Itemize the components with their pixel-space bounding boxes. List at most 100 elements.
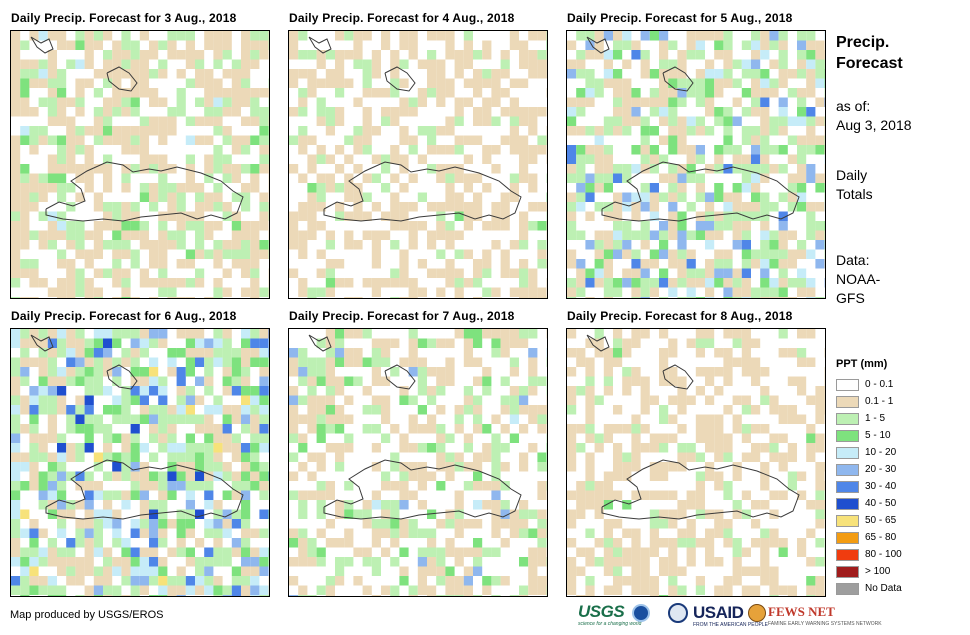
precip-cell bbox=[130, 297, 140, 298]
precip-cell bbox=[204, 576, 214, 586]
precip-cell bbox=[298, 395, 308, 405]
precip-cell bbox=[585, 471, 595, 481]
precip-cell bbox=[454, 585, 464, 595]
totals-line2: Totals bbox=[836, 186, 873, 202]
precip-cell bbox=[222, 462, 232, 472]
precip-cell bbox=[241, 348, 251, 358]
precip-cell bbox=[335, 557, 345, 567]
precip-cell bbox=[399, 59, 409, 69]
precip-cell bbox=[631, 557, 641, 567]
precip-cell bbox=[130, 249, 140, 259]
precip-cell bbox=[57, 69, 67, 79]
precip-cell bbox=[38, 576, 48, 586]
precip-cell bbox=[213, 595, 223, 596]
precip-cell bbox=[741, 40, 751, 50]
precip-cell bbox=[222, 88, 232, 98]
precip-cell bbox=[371, 519, 381, 529]
precip-cell bbox=[760, 278, 770, 288]
precip-cell bbox=[353, 348, 363, 358]
precip-cell bbox=[362, 126, 372, 136]
precip-cell bbox=[585, 595, 595, 596]
precip-cell bbox=[668, 145, 678, 155]
precip-cell bbox=[603, 297, 613, 298]
precip-cell bbox=[316, 107, 326, 117]
precip-cell bbox=[222, 433, 232, 443]
precip-cell bbox=[491, 329, 501, 339]
precip-cell bbox=[509, 414, 519, 424]
precip-cell bbox=[528, 202, 538, 212]
precip-cell bbox=[75, 452, 85, 462]
precip-cell bbox=[631, 367, 641, 377]
precip-map-canvas bbox=[11, 329, 269, 596]
precip-cell bbox=[362, 405, 372, 415]
precip-cell bbox=[103, 585, 113, 595]
precip-cell bbox=[185, 490, 195, 500]
precip-cell bbox=[491, 348, 501, 358]
precip-cell bbox=[567, 433, 577, 443]
precip-cell bbox=[176, 405, 186, 415]
precip-cell bbox=[130, 452, 140, 462]
precip-cell bbox=[29, 433, 39, 443]
coastline-outline bbox=[662, 364, 694, 390]
precip-cell bbox=[112, 528, 122, 538]
precip-cell bbox=[195, 240, 205, 250]
precip-cell bbox=[222, 405, 232, 415]
precip-cell bbox=[316, 145, 326, 155]
precip-cell bbox=[204, 97, 214, 107]
precip-cell bbox=[613, 490, 623, 500]
precip-cell bbox=[316, 490, 326, 500]
precip-cell bbox=[130, 211, 140, 221]
precip-cell bbox=[57, 145, 67, 155]
precip-cell bbox=[585, 405, 595, 415]
precip-cell bbox=[390, 211, 400, 221]
precip-cell bbox=[316, 481, 326, 491]
precip-cell bbox=[649, 202, 659, 212]
precip-cell bbox=[176, 376, 186, 386]
precip-cell bbox=[815, 78, 825, 88]
precip-cell bbox=[298, 500, 308, 510]
precip-cell bbox=[491, 547, 501, 557]
precip-cell bbox=[509, 595, 519, 596]
precip-cell bbox=[353, 50, 363, 60]
precip-cell bbox=[289, 211, 299, 221]
precip-cell bbox=[399, 31, 409, 41]
precip-cell bbox=[705, 376, 715, 386]
precip-cell bbox=[594, 249, 604, 259]
precip-cell bbox=[325, 69, 335, 79]
precip-cell bbox=[121, 230, 131, 240]
precip-cell bbox=[158, 395, 168, 405]
precip-cell bbox=[613, 69, 623, 79]
precip-cell bbox=[677, 240, 687, 250]
precip-cell bbox=[176, 211, 186, 221]
precip-cell bbox=[20, 367, 30, 377]
precip-cell bbox=[57, 500, 67, 510]
precip-cell bbox=[769, 202, 779, 212]
precip-cell bbox=[509, 329, 519, 339]
precip-cell bbox=[38, 183, 48, 193]
precip-cell bbox=[362, 78, 372, 88]
precip-cell bbox=[289, 367, 299, 377]
precip-cell bbox=[576, 348, 586, 358]
precip-cell bbox=[622, 59, 632, 69]
precip-cell bbox=[408, 443, 418, 453]
precip-cell bbox=[204, 221, 214, 231]
precip-cell bbox=[29, 471, 39, 481]
precip-cell bbox=[289, 164, 299, 174]
precip-cell bbox=[167, 471, 177, 481]
precip-cell bbox=[130, 97, 140, 107]
precip-cell bbox=[66, 287, 76, 297]
precip-cell bbox=[603, 357, 613, 367]
precip-cell bbox=[787, 595, 797, 596]
precip-cell bbox=[668, 259, 678, 269]
precip-cell bbox=[473, 135, 483, 145]
precip-cell bbox=[121, 538, 131, 548]
precip-cell bbox=[75, 367, 85, 377]
precip-cell bbox=[622, 88, 632, 98]
precip-cell bbox=[158, 268, 168, 278]
precip-cell bbox=[222, 154, 232, 164]
precip-cell bbox=[723, 278, 733, 288]
precip-cell bbox=[705, 297, 715, 298]
precip-cell bbox=[528, 509, 538, 519]
precip-cell bbox=[399, 443, 409, 453]
precip-cell bbox=[139, 240, 149, 250]
